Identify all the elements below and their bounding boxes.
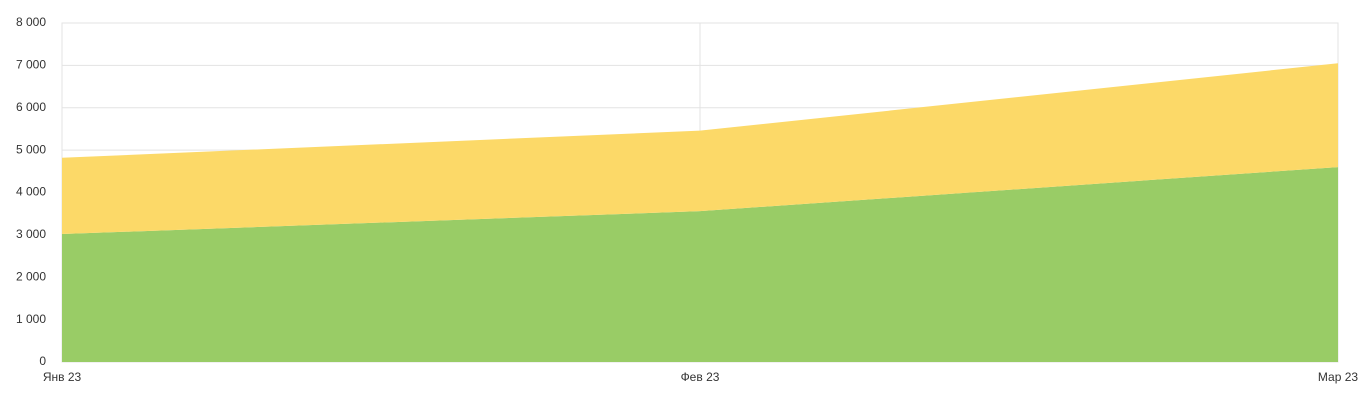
area	[62, 63, 1338, 235]
y-tick-label: 2 000	[16, 269, 46, 283]
y-tick-label: 5 000	[16, 142, 46, 156]
y-tick-label: 7 000	[16, 58, 46, 72]
y-tick-label: 4 000	[16, 185, 46, 199]
area	[62, 167, 1338, 362]
y-tick-label: 1 000	[16, 312, 46, 326]
y-tick-label: 3 000	[16, 227, 46, 241]
y-tick-label: 0	[39, 354, 46, 368]
x-tick-label: Мар 23	[1318, 370, 1358, 384]
y-tick-label: 8 000	[16, 15, 46, 29]
x-tick-label: Фев 23	[681, 370, 720, 384]
y-tick-label: 6 000	[16, 100, 46, 114]
x-tick-label: Янв 23	[43, 370, 82, 384]
